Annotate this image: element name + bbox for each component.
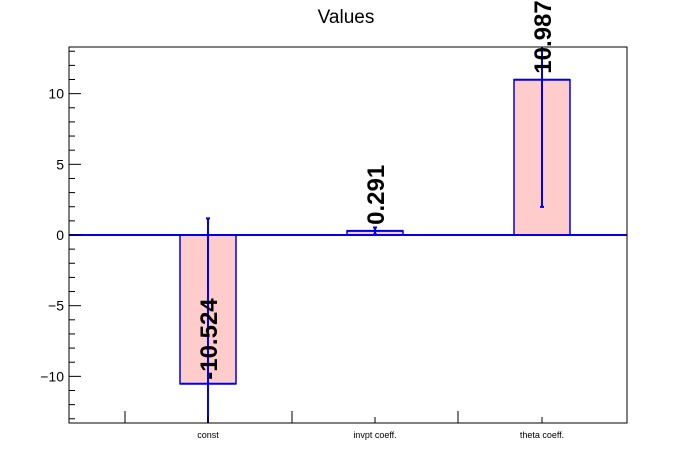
labels-layer: -10.524 const 0.291 invpt coeff. 10.987 theta… xyxy=(196,0,564,440)
y-tick-label-3: 5 xyxy=(56,156,64,172)
category-label-1: invpt coeff. xyxy=(353,430,396,440)
category-label-2: theta coeff. xyxy=(520,430,564,440)
data-label-2: 10.987 xyxy=(530,0,557,73)
chart-title: Values xyxy=(318,7,375,28)
y-tick-label-4: 10 xyxy=(48,86,64,102)
y-tick-label-2: 0 xyxy=(56,227,64,243)
data-label-0: -10.524 xyxy=(196,298,223,380)
axes-layer: −10 −5 0 5 10 xyxy=(40,50,543,423)
y-tick-label-1: −5 xyxy=(48,298,64,314)
category-label-0: const xyxy=(197,430,219,440)
y-tick-label-0: −10 xyxy=(40,368,64,384)
data-label-1: 0.291 xyxy=(363,165,390,225)
